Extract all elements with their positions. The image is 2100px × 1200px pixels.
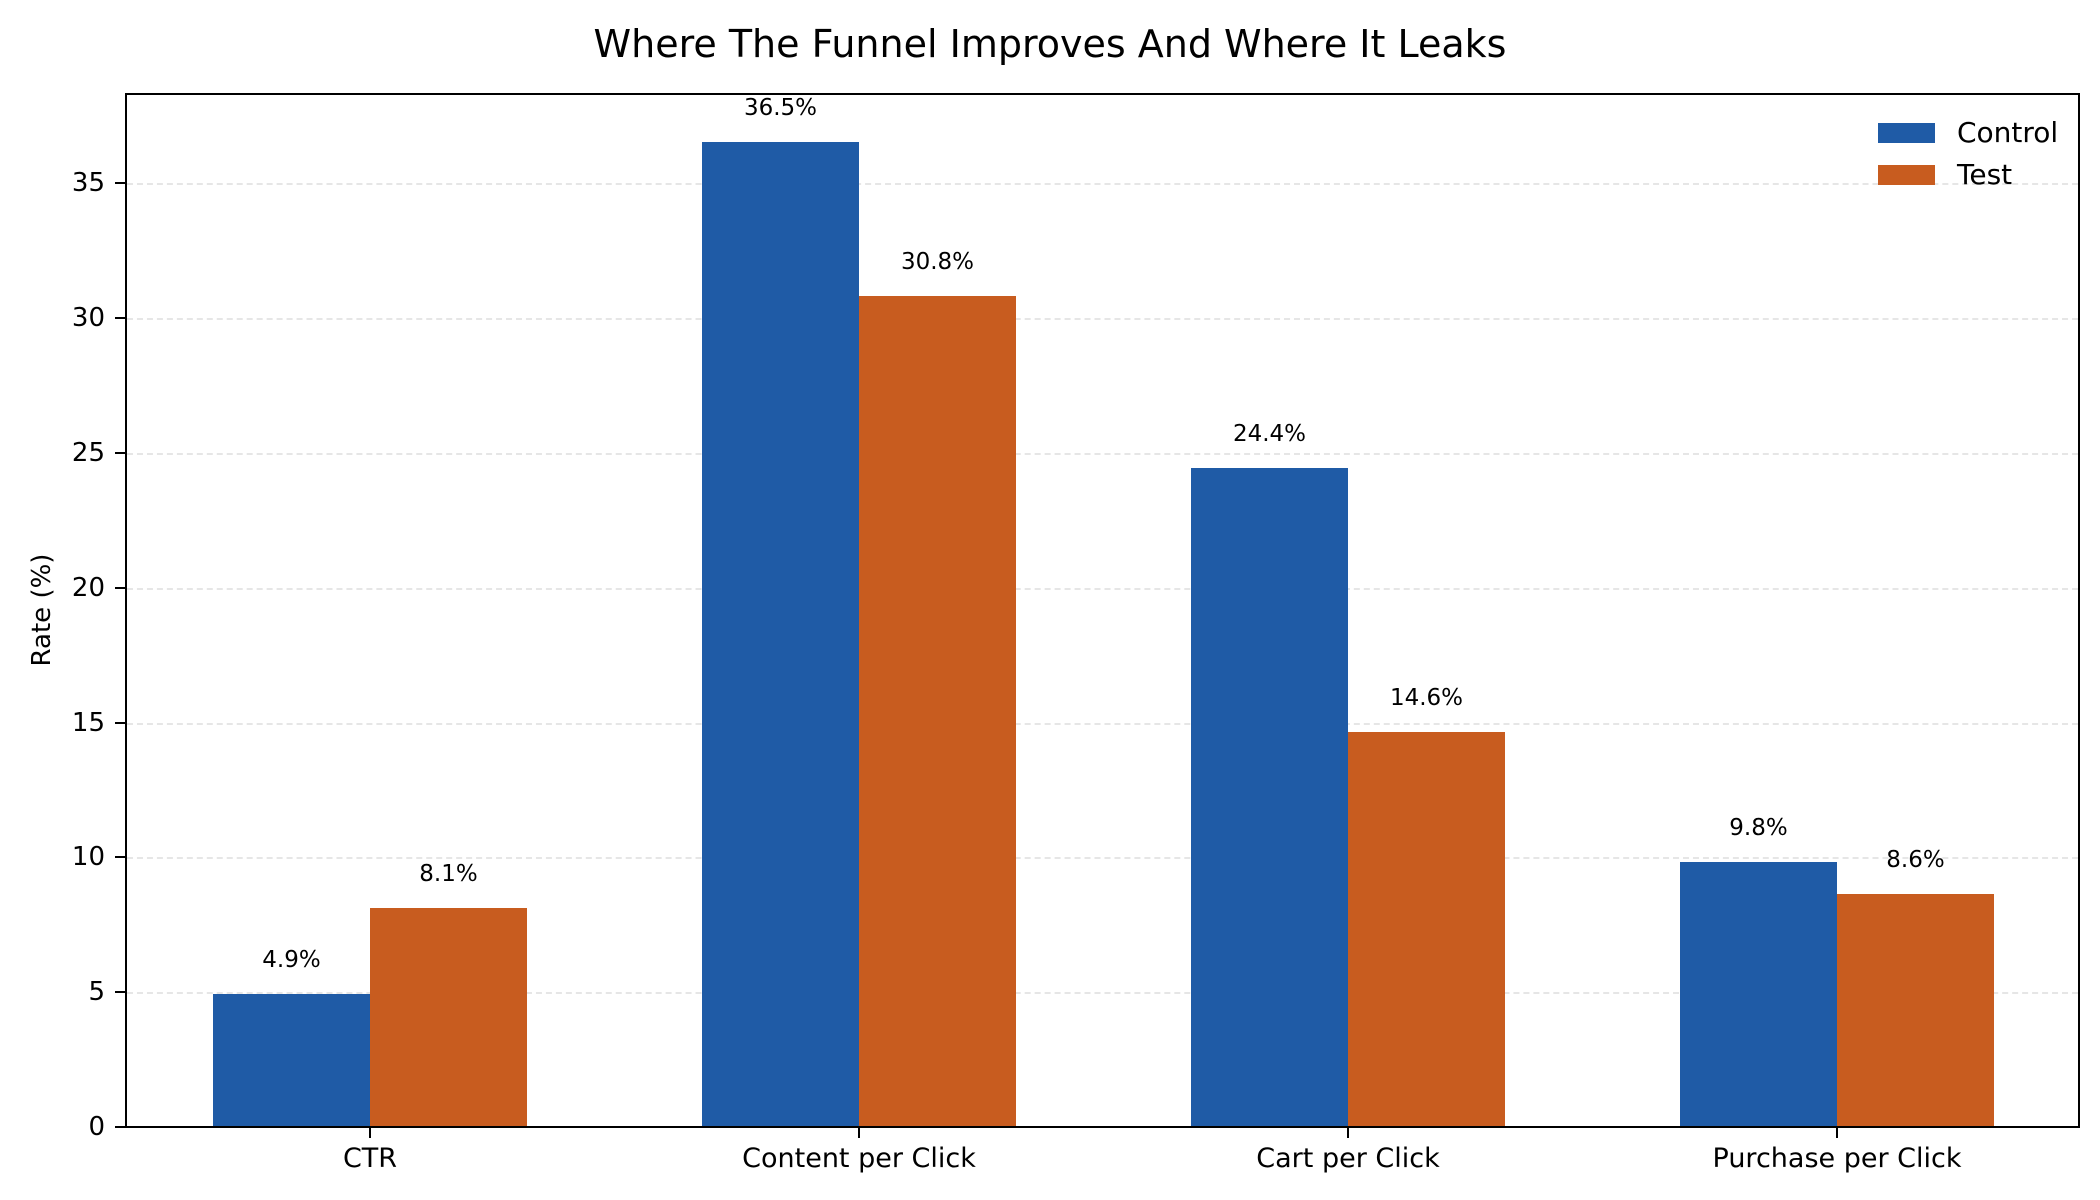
x-tick-label: Content per Click xyxy=(742,1143,976,1174)
x-tick-mark xyxy=(1347,1128,1349,1138)
bar-control xyxy=(213,993,370,1126)
bar-value-label: 30.8% xyxy=(900,248,975,275)
y-tick-label: 30 xyxy=(71,303,105,334)
gridline xyxy=(127,587,2078,590)
bar-control xyxy=(1191,468,1348,1126)
legend-label-test: Test xyxy=(1957,158,2013,191)
legend-label-control: Control xyxy=(1957,116,2059,149)
bar-control xyxy=(702,141,859,1126)
y-tick-label: 5 xyxy=(88,977,105,1008)
y-tick-mark xyxy=(115,586,125,589)
gridline xyxy=(127,453,2078,455)
x-tick-mark xyxy=(369,1128,371,1138)
y-tick-label: 15 xyxy=(71,707,105,738)
gridline xyxy=(127,722,2078,725)
gridline xyxy=(127,992,2078,995)
y-tick-mark xyxy=(115,991,125,994)
gridline xyxy=(127,857,2078,860)
bar-value-label: 8.6% xyxy=(1886,847,1945,874)
bar-test xyxy=(859,295,1016,1126)
y-tick-label: 25 xyxy=(71,438,105,468)
bar-control xyxy=(1680,861,1837,1126)
y-tick-mark xyxy=(115,317,125,320)
y-tick-label: 20 xyxy=(71,572,105,603)
y-tick-mark xyxy=(115,856,125,859)
y-tick-label: 10 xyxy=(71,842,105,873)
x-tick-label: CTR xyxy=(342,1143,398,1174)
bar-test xyxy=(1837,894,1994,1126)
bar-value-label: 9.8% xyxy=(1729,814,1788,841)
bar-value-label: 36.5% xyxy=(743,94,818,121)
y-tick-mark xyxy=(115,721,125,724)
y-tick-mark xyxy=(115,1126,125,1128)
y-axis-label: Rate (%) xyxy=(27,553,57,667)
bar-value-label: 24.4% xyxy=(1232,421,1307,448)
legend-swatch-test xyxy=(1878,165,1935,185)
x-tick-label: Cart per Click xyxy=(1256,1143,1440,1174)
bar-test xyxy=(1348,732,1505,1126)
y-tick-label: 0 xyxy=(88,1112,105,1142)
bar-value-label: 4.9% xyxy=(262,946,321,973)
x-tick-mark xyxy=(858,1128,860,1138)
gridline xyxy=(127,318,2078,321)
bar-test xyxy=(370,907,527,1126)
y-tick-mark xyxy=(115,182,125,185)
x-tick-mark xyxy=(1836,1128,1838,1138)
bar-value-label: 14.6% xyxy=(1389,685,1464,712)
y-tick-mark xyxy=(115,452,125,454)
gridline xyxy=(127,183,2078,186)
chart-title: Where The Funnel Improves And Where It L… xyxy=(593,22,1507,66)
plot-area: Control Test xyxy=(125,93,2080,1128)
x-tick-label: Purchase per Click xyxy=(1712,1143,1962,1174)
bar-value-label: 8.1% xyxy=(419,860,478,887)
legend-swatch-control xyxy=(1878,123,1935,143)
y-tick-label: 35 xyxy=(71,168,105,199)
